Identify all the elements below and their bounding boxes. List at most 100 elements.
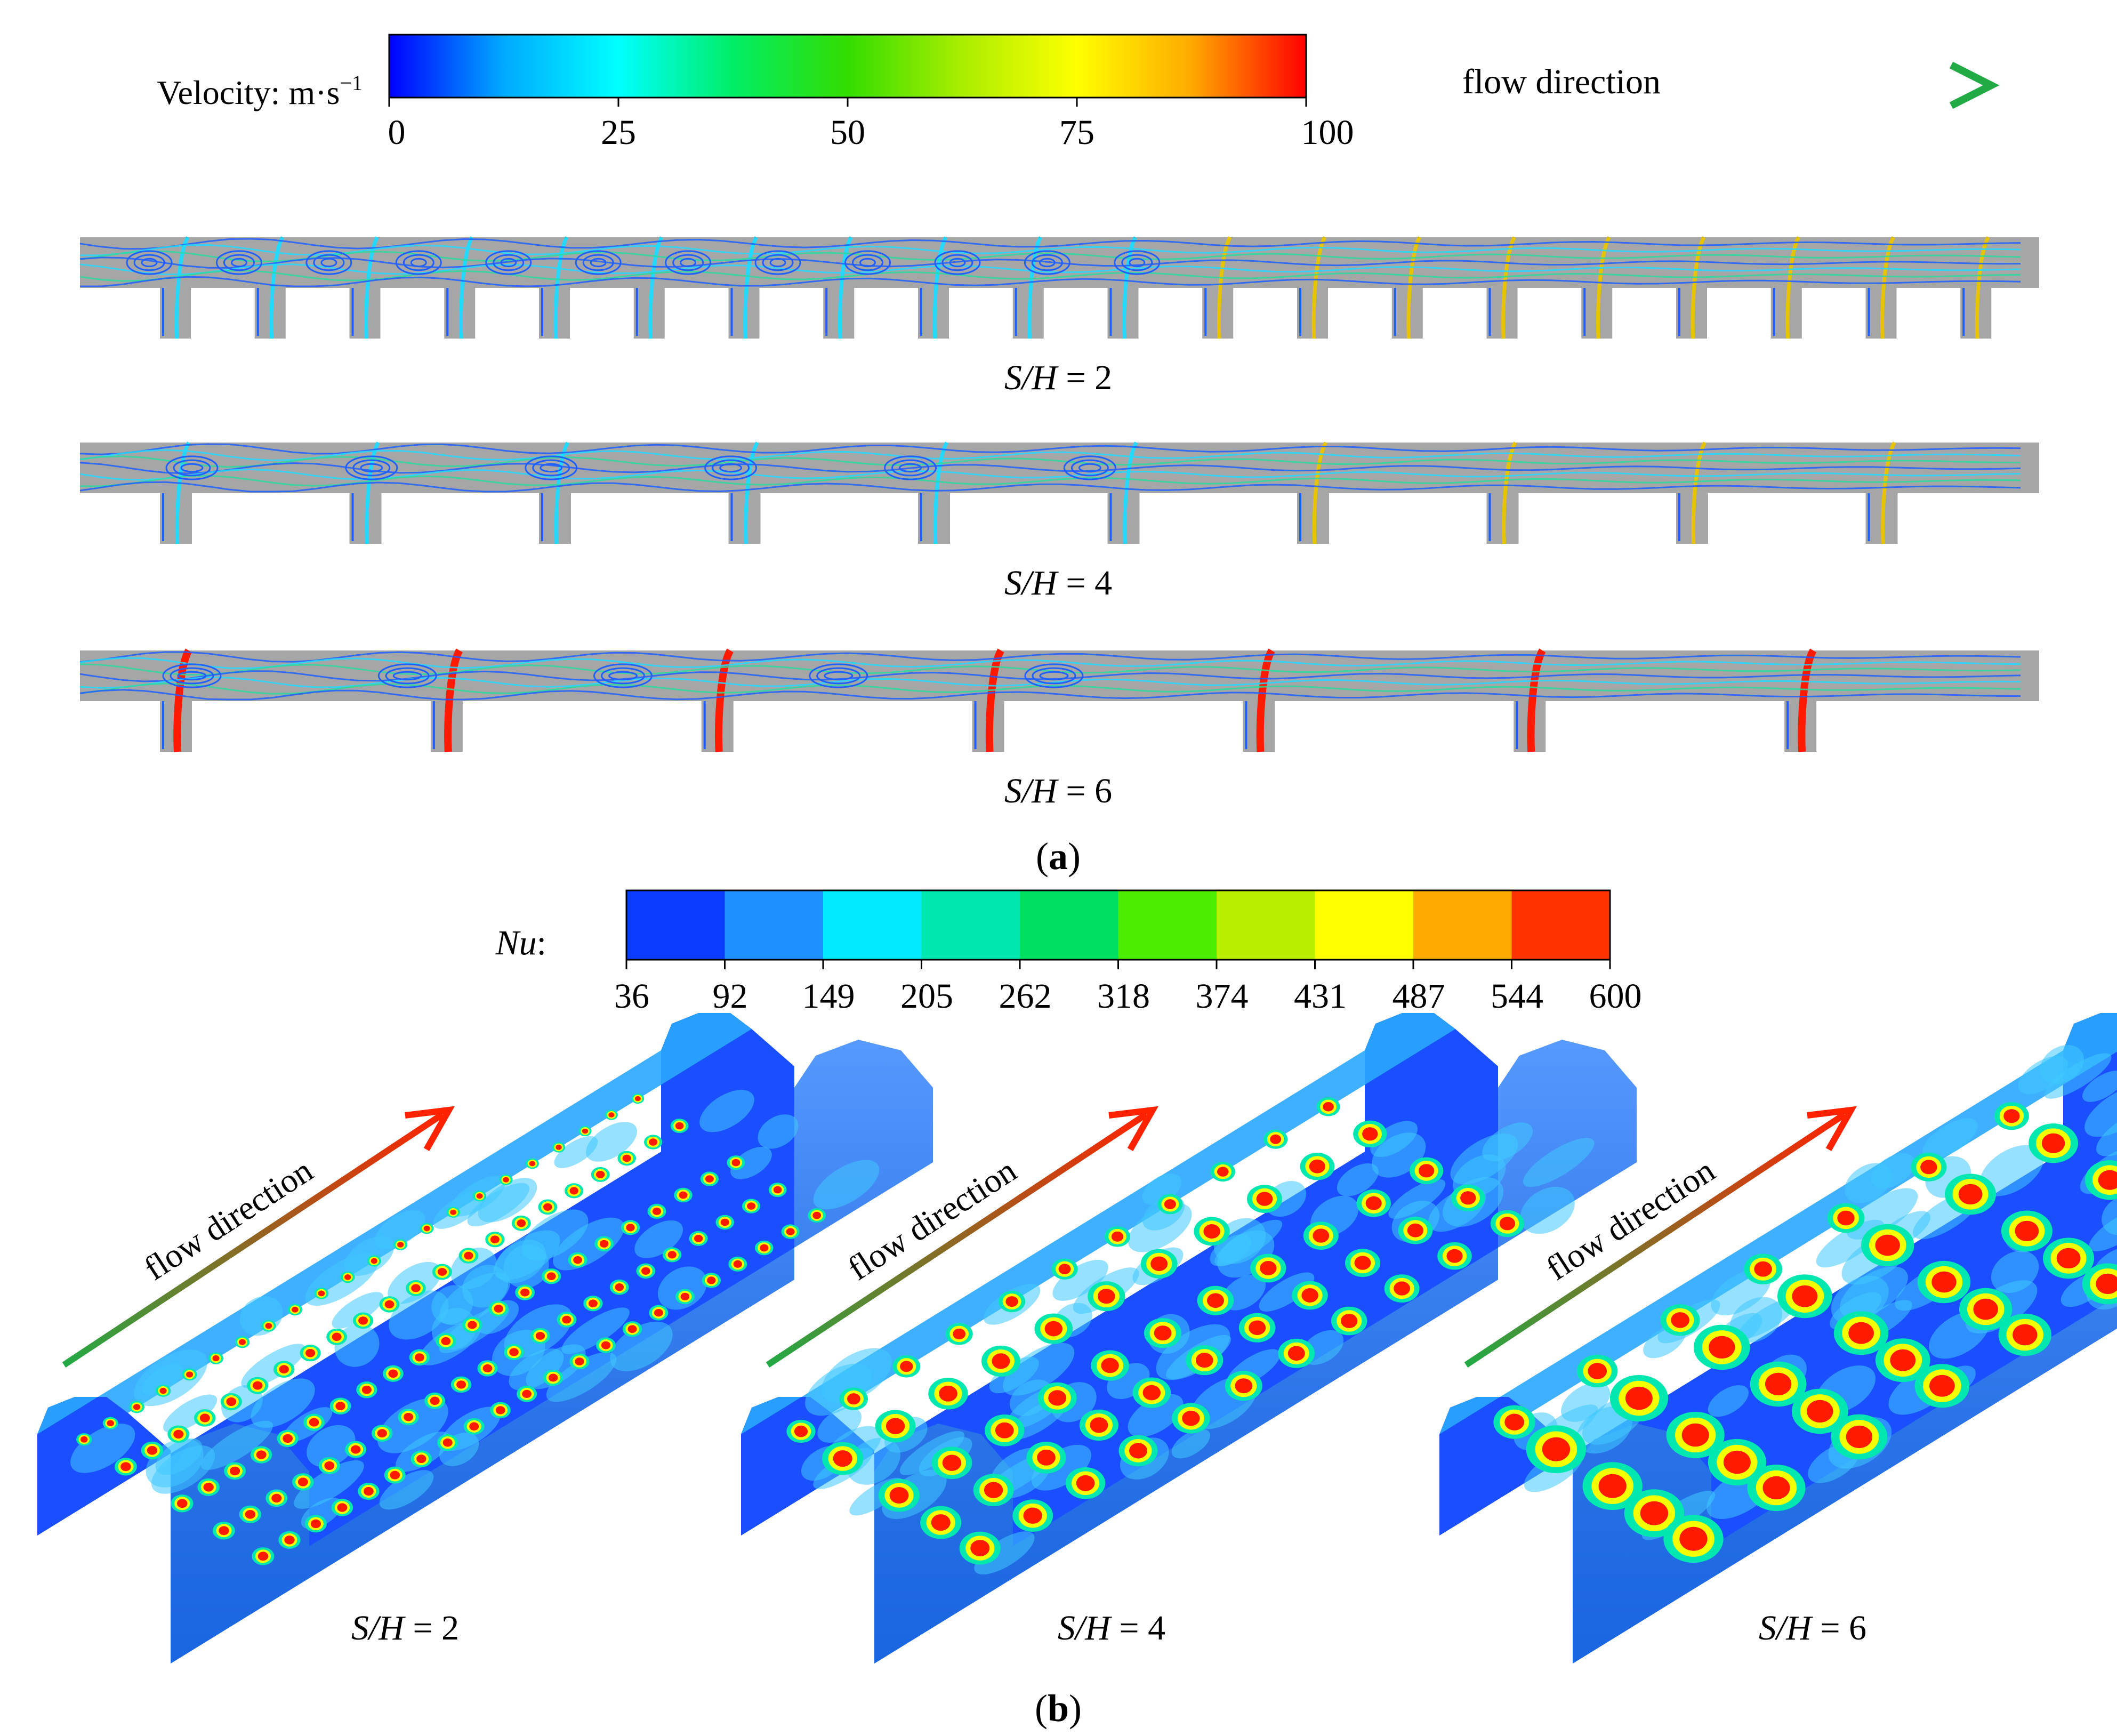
surface-blotch: [805, 1363, 872, 1416]
surface-blotch: [974, 1531, 1035, 1574]
nu-spot-core: [397, 1242, 404, 1248]
vortex-streamline: [712, 459, 750, 477]
surface-blotch: [1128, 1394, 1184, 1437]
nu-tick-label: 431: [1294, 977, 1347, 1016]
surface-blotch: [332, 1292, 384, 1329]
nu-spot-core: [1164, 1199, 1176, 1209]
nu-spot-core: [2056, 1248, 2081, 1269]
nu-spot-core: [384, 1300, 395, 1308]
nu-spot-core: [1256, 1192, 1273, 1206]
nu-spot-core: [1542, 1437, 1571, 1461]
vortex-streamline: [180, 463, 204, 473]
nu-spot-core: [318, 1290, 325, 1297]
nu-spot-core: [390, 1470, 400, 1480]
nu-spot-core: [1365, 1196, 1382, 1210]
channel-streamline: [79, 651, 2021, 663]
nu-spot-core: [212, 1355, 220, 1362]
nu-spot-core: [305, 1348, 316, 1357]
jet-streamline: [553, 236, 569, 339]
vortex-streamline: [1121, 254, 1153, 271]
nu-spot-core: [509, 1348, 519, 1356]
nu-spot-core: [388, 1369, 398, 1378]
vortex-streamline: [485, 250, 532, 275]
vortex-streamline: [899, 463, 922, 473]
surface-blotch: [2084, 1084, 2117, 1137]
surface-label-variable: S/H: [351, 1609, 406, 1647]
jet-streamline: [364, 236, 379, 339]
surface-blotch: [163, 1394, 218, 1433]
nu-band: [1020, 890, 1118, 960]
vortex-streamline: [540, 463, 563, 473]
panel-b-surface-label: S/H = 4: [1058, 1609, 1165, 1647]
surface-blotch: [1520, 1186, 1575, 1234]
nu-spot-core: [931, 1514, 951, 1531]
nu-spot-core: [649, 1138, 658, 1146]
nu-spot-core: [1681, 1423, 1709, 1447]
nu-tick-label: 149: [802, 977, 855, 1016]
nu-spot-core: [599, 1240, 609, 1248]
vortex-streamline: [525, 455, 578, 480]
vortex-streamline: [809, 663, 868, 688]
nu-spot-core: [939, 1385, 957, 1402]
surface-blotch: [142, 1364, 183, 1395]
vortex-streamline: [754, 250, 801, 275]
nu-spot-core: [1846, 1425, 1873, 1449]
jet-streamline: [458, 236, 474, 339]
jet-streamline: [444, 648, 463, 752]
nu-spot-core: [358, 1316, 368, 1325]
surface-blotch: [1708, 1385, 1749, 1417]
nu-spot-core: [1499, 1217, 1516, 1231]
nu-spot-core: [265, 1323, 272, 1329]
nu-spot-core: [310, 1519, 321, 1529]
vortex-streamline: [824, 671, 854, 681]
nu-spot-core: [219, 1526, 229, 1536]
nu-spot-core: [1394, 1281, 1411, 1296]
flow-direction-arrow: [1464, 1111, 1847, 1368]
surface-blotch: [467, 1183, 530, 1227]
vortex-streamline: [934, 250, 981, 275]
nu-spot-core: [1142, 1385, 1161, 1401]
nu-spot-core: [707, 1276, 716, 1284]
nu-spot-core: [569, 1187, 578, 1195]
surface-blotch: [1922, 1118, 1978, 1159]
nu-spot-core: [1354, 1256, 1371, 1270]
nu-spot-core: [1044, 1321, 1063, 1337]
vortex-streamline: [1129, 258, 1146, 268]
channel-streamline: [79, 270, 2021, 282]
vortex-streamline: [672, 254, 704, 271]
nu-spot-core: [490, 1235, 500, 1243]
nu-spot-core: [992, 1353, 1010, 1369]
panel-a-row: S/H = 4: [79, 441, 2039, 602]
nu-spot-core: [1323, 1102, 1334, 1112]
nu-spot-core: [886, 1418, 905, 1434]
vortex-streamline: [352, 459, 391, 477]
channel-streamline: [79, 238, 2021, 250]
nu-spot-core: [786, 1228, 795, 1235]
surface-label-variable: S/H: [1759, 1609, 1813, 1647]
velocity-colorbar: [388, 34, 1307, 99]
surface-blotch: [546, 1352, 617, 1402]
vortex-streamline: [852, 254, 883, 271]
surface-blotch: [1052, 1259, 1108, 1301]
velocity-tick-label: 0: [388, 113, 406, 152]
vortex-streamline: [575, 250, 622, 275]
nu-spot-core: [535, 1332, 545, 1340]
vortex-streamline: [1031, 254, 1063, 271]
vortex-streamline: [844, 250, 891, 275]
nu-spot-core: [279, 1365, 289, 1374]
nu-spot-core: [1679, 1526, 1708, 1551]
vortex-streamline: [590, 258, 607, 268]
nu-spot-core: [377, 1429, 387, 1438]
vortex-streamline: [816, 667, 861, 685]
vortex-streamline: [165, 455, 219, 480]
jet-streamline: [175, 441, 191, 544]
nu-spot-core: [1129, 1443, 1147, 1459]
nu-spot-core: [1182, 1410, 1200, 1426]
nu-spot-core: [2098, 1170, 2117, 1190]
nu-band: [1118, 890, 1217, 960]
nu-spot-core: [256, 1450, 267, 1459]
nu-spot-core: [173, 1429, 184, 1439]
nu-spot-core: [414, 1353, 424, 1362]
nu-spot-core: [297, 1477, 308, 1486]
